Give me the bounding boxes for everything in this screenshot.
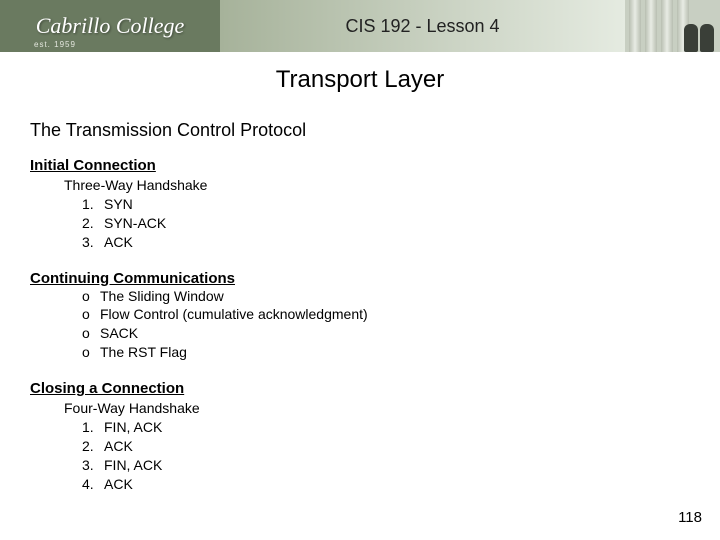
est-text: est. 1959 xyxy=(34,40,76,49)
main-title: Transport Layer xyxy=(30,66,690,94)
list-item: 3.ACK xyxy=(82,233,690,252)
ordered-list: 1.SYN2.SYN-ACK3.ACK xyxy=(82,195,690,252)
list-number: 1. xyxy=(82,418,104,437)
subsection-heading: Continuing Communications xyxy=(30,270,690,287)
list-number: 1. xyxy=(82,195,104,214)
bullet-icon: o xyxy=(82,305,100,324)
banner-photo xyxy=(625,0,720,52)
bullet-icon: o xyxy=(82,343,100,362)
list-item: oThe Sliding Window xyxy=(82,287,690,306)
list-item: 4.ACK xyxy=(82,475,690,494)
section-block: Continuing CommunicationsoThe Sliding Wi… xyxy=(30,270,690,363)
list-number: 2. xyxy=(82,437,104,456)
list-item: oFlow Control (cumulative acknowledgment… xyxy=(82,305,690,324)
list-number: 3. xyxy=(82,456,104,475)
sections-container: Initial ConnectionThree-Way Handshake1.S… xyxy=(30,157,690,494)
list-number: 4. xyxy=(82,475,104,494)
course-title-bar: CIS 192 - Lesson 4 xyxy=(220,0,625,52)
person-icon xyxy=(700,24,714,52)
header-banner: Cabrillo College est. 1959 CIS 192 - Les… xyxy=(0,0,720,52)
logo-text: Cabrillo College xyxy=(36,13,185,39)
list-item-text: ACK xyxy=(104,475,133,494)
unordered-list: oThe Sliding WindowoFlow Control (cumula… xyxy=(82,287,690,363)
bullet-icon: o xyxy=(82,324,100,343)
section-block: Initial Connection Three-Way Handshake1.S… xyxy=(30,157,690,252)
list-item: 2.SYN-ACK xyxy=(82,214,690,233)
section-block: Closing a Connection Four-Way Handshake1.… xyxy=(30,380,690,493)
list-item-text: ACK xyxy=(104,437,133,456)
list-item: 1.SYN xyxy=(82,195,690,214)
list-item: oSACK xyxy=(82,324,690,343)
college-logo: Cabrillo College est. 1959 xyxy=(0,0,220,52)
bullet-icon: o xyxy=(82,287,100,306)
list-item: oThe RST Flag xyxy=(82,343,690,362)
list-item: 1.FIN, ACK xyxy=(82,418,690,437)
slide: Cabrillo College est. 1959 CIS 192 - Les… xyxy=(0,0,720,540)
subsection-heading: Initial Connection xyxy=(30,157,690,174)
list-item-text: FIN, ACK xyxy=(104,418,162,437)
section-heading: The Transmission Control Protocol xyxy=(30,120,690,141)
person-icon xyxy=(684,24,698,52)
pillar-icon xyxy=(645,0,657,52)
list-item-text: The Sliding Window xyxy=(100,287,224,306)
course-title: CIS 192 - Lesson 4 xyxy=(345,16,499,37)
page-number: 118 xyxy=(678,509,702,526)
slide-content: Transport Layer The Transmission Control… xyxy=(0,52,720,494)
list-item-text: FIN, ACK xyxy=(104,456,162,475)
list-item: 3.FIN, ACK xyxy=(82,456,690,475)
list-number: 2. xyxy=(82,214,104,233)
pillar-icon xyxy=(629,0,641,52)
ordered-list: 1.FIN, ACK2.ACK3.FIN, ACK4.ACK xyxy=(82,418,690,494)
list-number: 3. xyxy=(82,233,104,252)
list-item-text: ACK xyxy=(104,233,133,252)
list-item-text: SYN-ACK xyxy=(104,214,166,233)
pillar-icon xyxy=(661,0,673,52)
list-item-text: The RST Flag xyxy=(100,343,187,362)
subsection-heading: Closing a Connection xyxy=(30,380,690,397)
list-item-text: Flow Control (cumulative acknowledgment) xyxy=(100,305,368,324)
subheading: Three-Way Handshake xyxy=(64,176,690,195)
list-item-text: SYN xyxy=(104,195,133,214)
list-item-text: SACK xyxy=(100,324,138,343)
list-item: 2.ACK xyxy=(82,437,690,456)
subheading: Four-Way Handshake xyxy=(64,399,690,418)
